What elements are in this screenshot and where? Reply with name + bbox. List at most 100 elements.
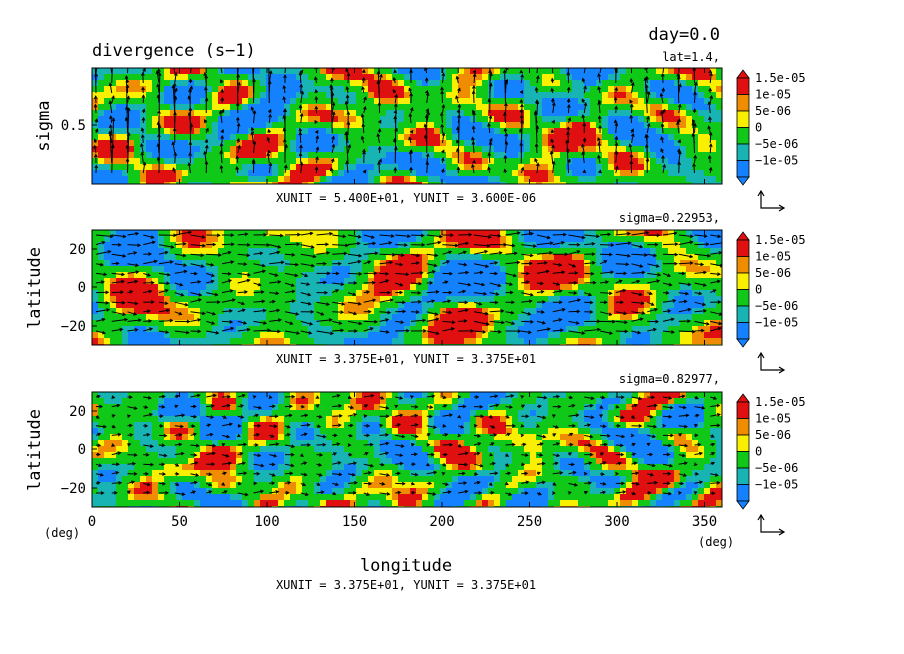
field-cell [356,122,363,129]
field-cell [206,182,213,184]
field-cell [662,302,669,309]
field-cell [656,332,663,339]
wind-vector-head [581,77,586,82]
field-cell [686,254,693,261]
field-cell [98,68,105,75]
field-cell [356,158,363,165]
field-cell [122,110,129,117]
field-cell [224,68,231,75]
field-cell [662,266,669,273]
field-cell [452,170,459,177]
field-cell [536,314,543,321]
field-cell [494,86,501,93]
field-cell [320,230,327,237]
field-cell [710,266,717,273]
field-cell [380,296,387,303]
field-cell [500,68,507,75]
field-cell [194,278,201,285]
field-cell [230,326,237,333]
field-cell [170,176,177,183]
field-cell [104,110,111,117]
field-cell [170,158,177,165]
field-cell [476,272,483,279]
field-cell [626,152,633,159]
field-cell [278,320,285,327]
field-cell [122,134,129,141]
field-cell [242,284,249,291]
field-cell [710,86,717,93]
field-cell [224,320,231,327]
field-cell [554,284,561,291]
wind-vector [505,103,507,114]
field-cell [578,140,585,147]
field-cell [146,284,153,291]
wind-vector [174,72,177,84]
field-cell [698,74,705,81]
field-cell [626,86,633,93]
field-cell [482,170,489,177]
field-cell [236,266,243,273]
field-cell [470,170,477,177]
field-cell [560,302,567,309]
field-cell [188,116,195,123]
wind-vector [599,68,602,74]
field-cell [182,98,189,105]
field-cell [656,158,663,165]
field-cell [140,68,147,75]
field-cell [398,332,405,339]
field-cell [638,266,645,273]
field-cell [272,242,279,249]
field-cell [110,296,117,303]
field-cell [470,308,477,315]
field-cell [152,98,159,105]
field-cell [332,86,339,93]
field-cell [620,110,627,117]
field-cell [536,290,543,297]
field-cell [230,290,237,297]
wind-vector-head [629,153,634,158]
field-cell [218,284,225,291]
field-cell [158,326,165,333]
field-cell [416,230,423,237]
field-cell [674,290,681,297]
field-cell [434,236,441,243]
field-cell [422,110,429,117]
field-cell [620,92,627,99]
field-cell [356,128,363,135]
field-cell [434,140,441,147]
field-cell [626,92,633,99]
field-cell [410,116,417,123]
field-cell [578,68,585,75]
field-cell [452,164,459,171]
field-cell [650,230,657,237]
field-cell [530,86,537,93]
field-cell [542,278,549,285]
wind-vector-head [582,137,587,142]
wind-vector [583,68,586,74]
field-cell [278,338,285,345]
field-cell [710,278,717,285]
field-cell [578,170,585,177]
field-cell [152,68,159,75]
field-cell [638,92,645,99]
wind-vector-head [377,161,381,165]
field-cell [674,272,681,279]
field-cell [482,164,489,171]
field-cell [710,146,717,153]
field-cell [674,110,681,117]
field-cell [680,332,687,339]
field-cell [674,98,681,105]
field-cell [704,326,711,333]
field-cell [272,164,279,171]
wind-vector-head [536,64,539,67]
field-cell [356,152,363,159]
field-cell [506,146,513,153]
field-cell [524,86,531,93]
field-cell [284,98,291,105]
field-cell [290,320,297,327]
wind-vector-head [171,141,176,146]
field-cell [554,176,561,183]
field-cell [146,314,153,321]
field-cell [476,98,483,105]
field-cell [278,332,285,339]
